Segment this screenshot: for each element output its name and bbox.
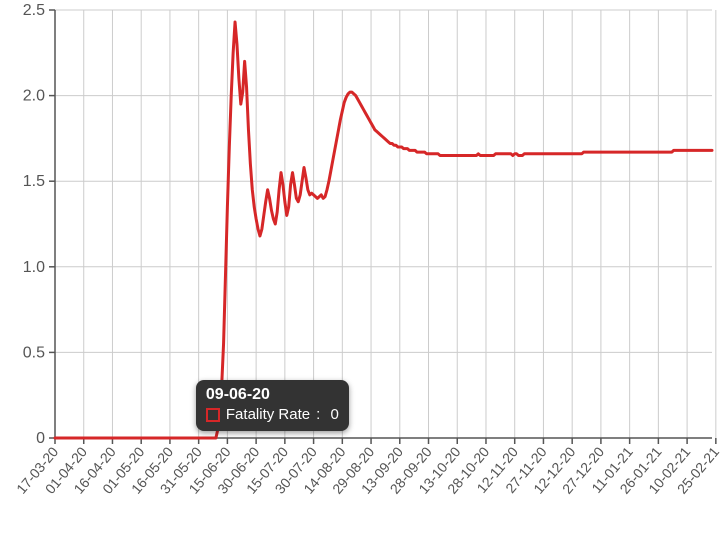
svg-text:2.5: 2.5 xyxy=(23,2,45,19)
svg-text:0: 0 xyxy=(36,430,45,447)
svg-text:1.0: 1.0 xyxy=(23,259,45,276)
svg-text:2.0: 2.0 xyxy=(23,88,45,105)
svg-text:0.5: 0.5 xyxy=(23,344,45,361)
svg-text:1.5: 1.5 xyxy=(23,173,45,190)
fatality-rate-line-chart[interactable]: 00.51.01.52.02.517-03-2001-04-2016-04-20… xyxy=(0,0,720,540)
chart-container: 00.51.01.52.02.517-03-2001-04-2016-04-20… xyxy=(0,0,720,540)
